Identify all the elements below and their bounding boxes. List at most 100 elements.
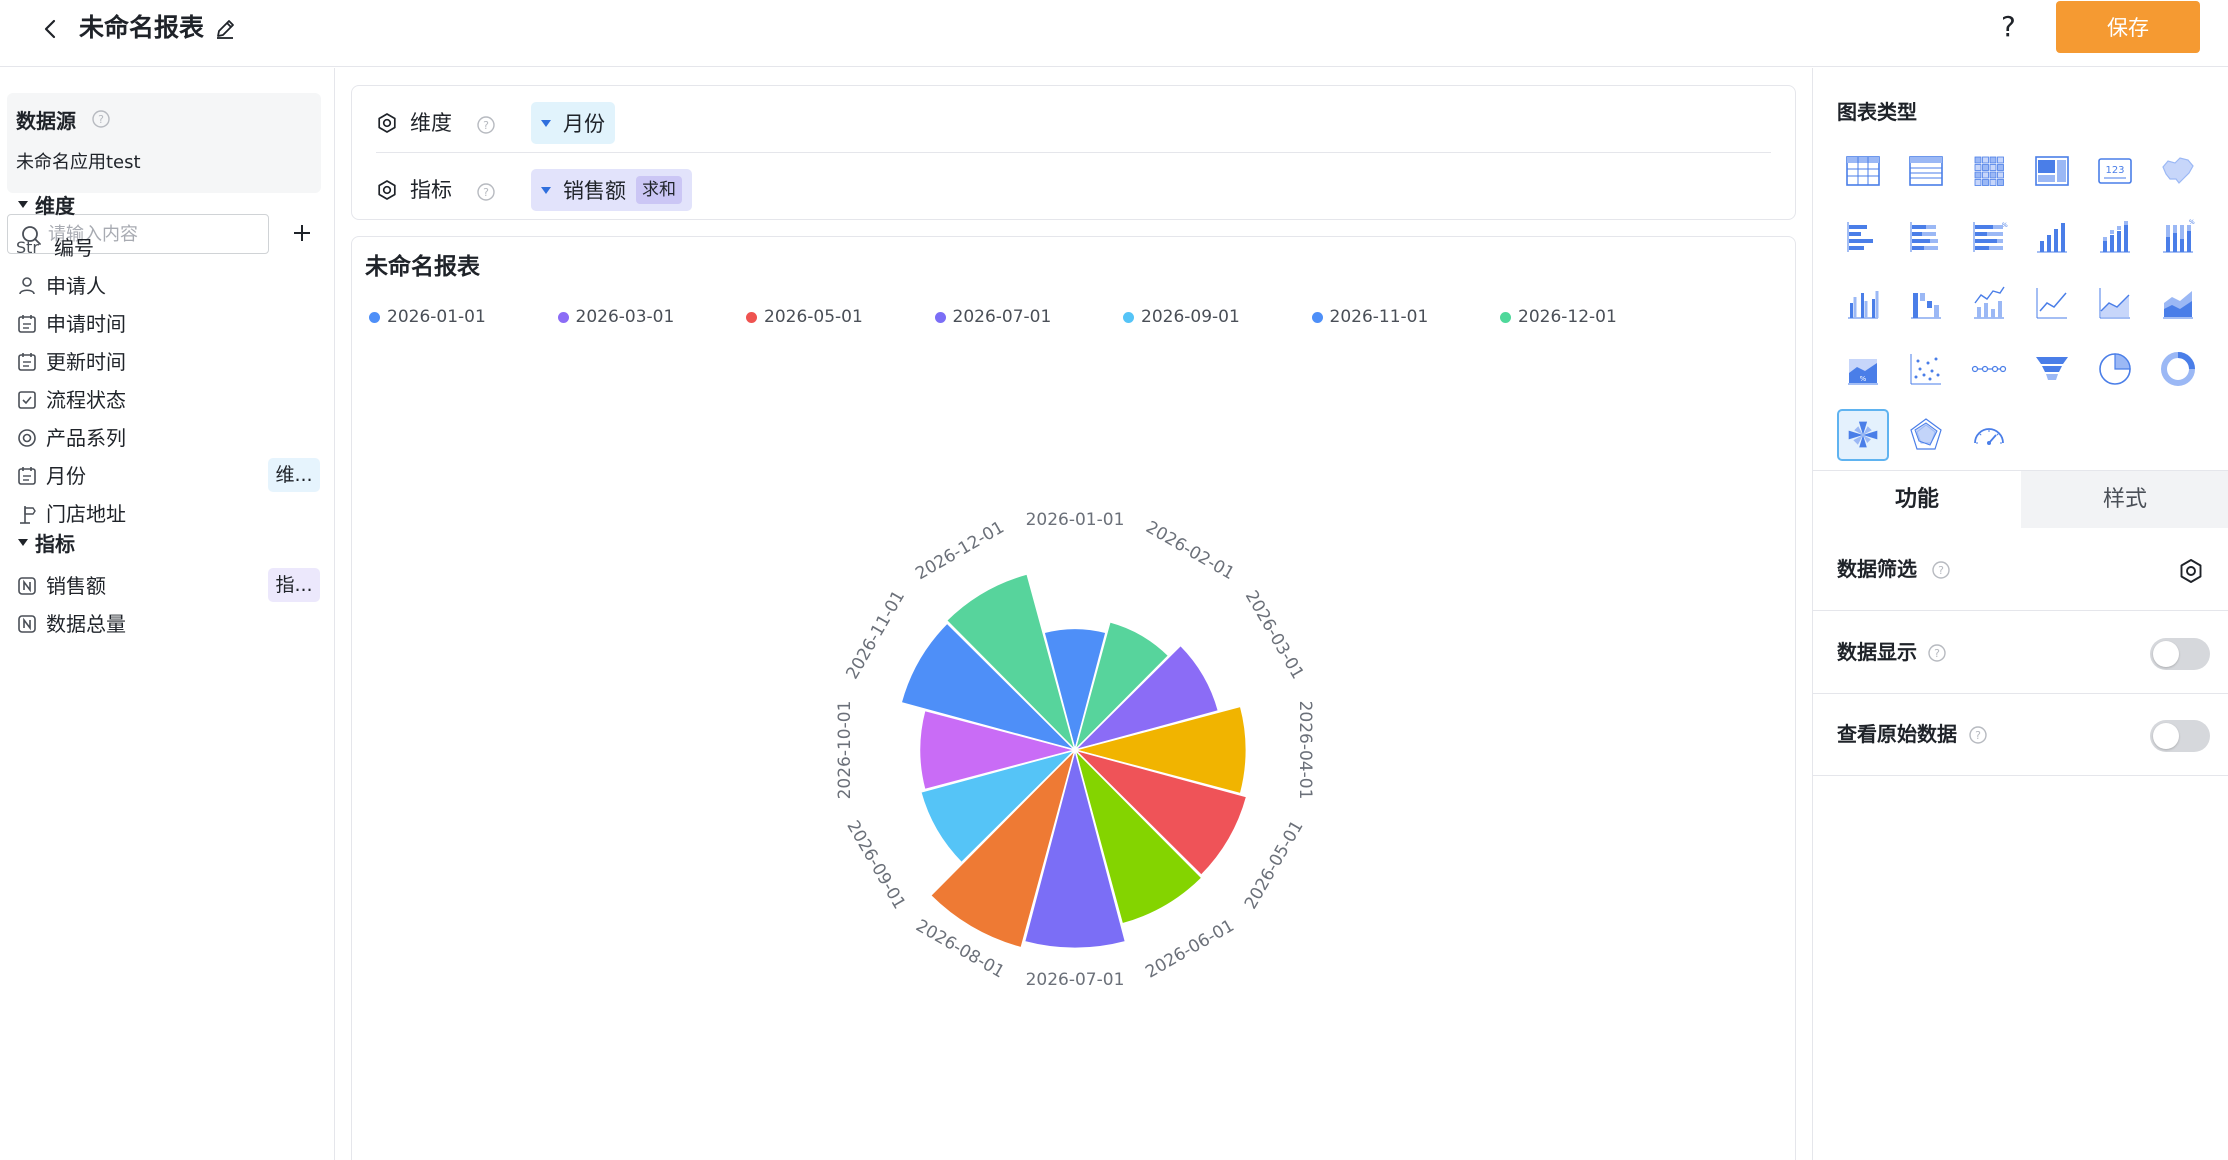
- chart-type-bar-horizontal-icon[interactable]: [1837, 211, 1889, 263]
- chart-type-line-column-icon[interactable]: [1963, 277, 2015, 329]
- chart-type-donut-icon[interactable]: [2152, 343, 2204, 395]
- edit-pencil-icon[interactable]: [212, 16, 238, 42]
- tab-function[interactable]: 功能: [1813, 471, 2021, 528]
- dimension-pill-month[interactable]: 月份: [531, 102, 615, 144]
- legend-label: 2026-09-01: [1141, 307, 1240, 327]
- chart-type-area-stacked-icon[interactable]: [2152, 277, 2204, 329]
- rose-sector[interactable]: [1023, 747, 1127, 949]
- question-circle-icon[interactable]: ?: [1968, 725, 1988, 745]
- rose-sector[interactable]: [919, 748, 1078, 864]
- datasource-title: 数据源: [16, 109, 76, 133]
- chart-type-bar-horizontal-stacked-icon[interactable]: [1900, 211, 1952, 263]
- rose-sector[interactable]: [1043, 627, 1107, 753]
- show-data-label: 数据显示: [1837, 640, 1917, 664]
- field-item-update-time[interactable]: 更新时间: [16, 346, 320, 378]
- chart-type-column-stacked-icon[interactable]: [2089, 211, 2141, 263]
- legend-dot: [1311, 312, 1323, 323]
- question-circle-icon[interactable]: ?: [1927, 643, 1947, 663]
- chart-type-cross-table-icon[interactable]: [2026, 145, 2078, 197]
- gear-icon[interactable]: [376, 112, 398, 134]
- tab-style[interactable]: 样式: [2021, 471, 2228, 528]
- dimension-group-header[interactable]: 维度: [18, 192, 75, 220]
- chart-type-column-group-icon[interactable]: [1837, 277, 1889, 329]
- field-label: 数据总量: [46, 612, 126, 636]
- legend-dot: [934, 312, 946, 323]
- chart-type-funnel-icon[interactable]: [2026, 343, 2078, 395]
- aggregation-badge[interactable]: 求和: [636, 176, 682, 204]
- chart-type-radar-icon[interactable]: [1900, 409, 1952, 461]
- field-item-sales[interactable]: 销售额 指...: [16, 568, 320, 602]
- field-label: 更新时间: [46, 350, 126, 374]
- field-item-applicant[interactable]: 申请人: [16, 270, 320, 302]
- legend-label: 2026-07-01: [952, 307, 1052, 327]
- add-field-plus-icon[interactable]: [287, 218, 317, 248]
- rose-sector[interactable]: [1072, 644, 1220, 752]
- chart-type-detail-table-icon[interactable]: [1900, 145, 1952, 197]
- question-circle-icon[interactable]: ?: [476, 115, 496, 135]
- page-title: 未命名报表: [79, 13, 205, 42]
- rose-sector[interactable]: [900, 622, 1078, 752]
- category-label: 2026-04-01: [1295, 701, 1315, 800]
- show-data-toggle[interactable]: [2150, 638, 2210, 670]
- raw-data-toggle[interactable]: [2150, 720, 2210, 752]
- dimension-config-row: 维度 ? 月份: [376, 102, 1776, 146]
- rose-sector[interactable]: [1073, 620, 1170, 753]
- caret-down-icon[interactable]: [541, 119, 551, 127]
- rose-sector[interactable]: [945, 572, 1077, 753]
- rose-sector[interactable]: [1072, 748, 1248, 877]
- raw-data-label: 查看原始数据: [1837, 722, 1957, 746]
- field-search-input[interactable]: [48, 219, 258, 249]
- field-item-id[interactable]: Str 编号: [16, 232, 320, 264]
- chart-type-area-icon[interactable]: [2089, 277, 2141, 329]
- bar-horizontal-chart-icon: [1847, 222, 1873, 252]
- question-circle-icon[interactable]: ?: [1931, 560, 1951, 580]
- field-item-total-count[interactable]: 数据总量: [16, 608, 320, 640]
- rose-sector[interactable]: [1072, 705, 1247, 795]
- dimension-group-title: 维度: [35, 194, 75, 218]
- metric-pill-sales[interactable]: 销售额 求和: [531, 169, 692, 211]
- chart-type-gauge-icon[interactable]: [1963, 409, 2015, 461]
- rose-sector[interactable]: [1073, 747, 1203, 925]
- datasource-card[interactable]: 数据源 ? 未命名应用test: [7, 93, 321, 193]
- question-circle-icon[interactable]: ?: [91, 109, 111, 129]
- chart-type-rose-icon[interactable]: [1837, 409, 1889, 461]
- chart-type-timeline-icon[interactable]: [1963, 343, 2015, 395]
- field-item-process-status[interactable]: 流程状态: [16, 384, 320, 416]
- field-item-apply-time[interactable]: 申请时间: [16, 308, 320, 340]
- chart-type-title: 图表类型: [1837, 100, 1917, 124]
- field-item-product-series[interactable]: 产品系列: [16, 422, 320, 454]
- chart-type-pie-icon[interactable]: [2089, 343, 2141, 395]
- caret-down-icon[interactable]: [541, 186, 551, 194]
- category-label: 2026-02-01: [1142, 517, 1238, 584]
- chart-type-pivot-table-icon[interactable]: [1963, 145, 2015, 197]
- legend-label: 2026-12-01: [1518, 307, 1617, 327]
- chart-type-scatter-icon[interactable]: [1900, 343, 1952, 395]
- save-button[interactable]: 保存: [2056, 1, 2200, 53]
- in-use-dimension-tag: 维...: [268, 458, 320, 492]
- calendar-icon: [18, 353, 36, 371]
- chart-type-bar-horizontal-percent-icon[interactable]: %: [1963, 211, 2015, 263]
- gear-icon[interactable]: [376, 179, 398, 201]
- chart-type-column-percent-icon[interactable]: %: [2152, 211, 2204, 263]
- field-search-box[interactable]: [7, 214, 269, 254]
- help-icon[interactable]: ?: [2001, 10, 2016, 43]
- chart-type-waterfall-icon[interactable]: [1900, 277, 1952, 329]
- legend-dot: [557, 312, 569, 323]
- chart-type-table-icon[interactable]: [1837, 145, 1889, 197]
- field-item-store-address[interactable]: 门店地址: [16, 498, 320, 530]
- chart-type-area-percent-icon[interactable]: %: [1837, 343, 1889, 395]
- chart-type-number-card-icon[interactable]: 123: [2089, 145, 2141, 197]
- filter-settings-gear-icon[interactable]: [2177, 557, 2205, 585]
- rose-sector[interactable]: [929, 747, 1077, 949]
- chart-type-line-icon[interactable]: [2026, 277, 2078, 329]
- category-label: 2026-05-01: [1241, 817, 1308, 913]
- question-circle-icon[interactable]: ?: [476, 182, 496, 202]
- rose-sector[interactable]: [918, 709, 1078, 791]
- svg-text:?: ?: [1938, 564, 1944, 577]
- caret-down-icon: [18, 201, 28, 208]
- metric-group-header[interactable]: 指标: [18, 530, 75, 558]
- back-arrow-icon[interactable]: [36, 14, 66, 44]
- chart-type-map-icon[interactable]: [2152, 145, 2204, 197]
- field-item-month[interactable]: 月份 维...: [16, 458, 320, 492]
- chart-type-column-icon[interactable]: [2026, 211, 2078, 263]
